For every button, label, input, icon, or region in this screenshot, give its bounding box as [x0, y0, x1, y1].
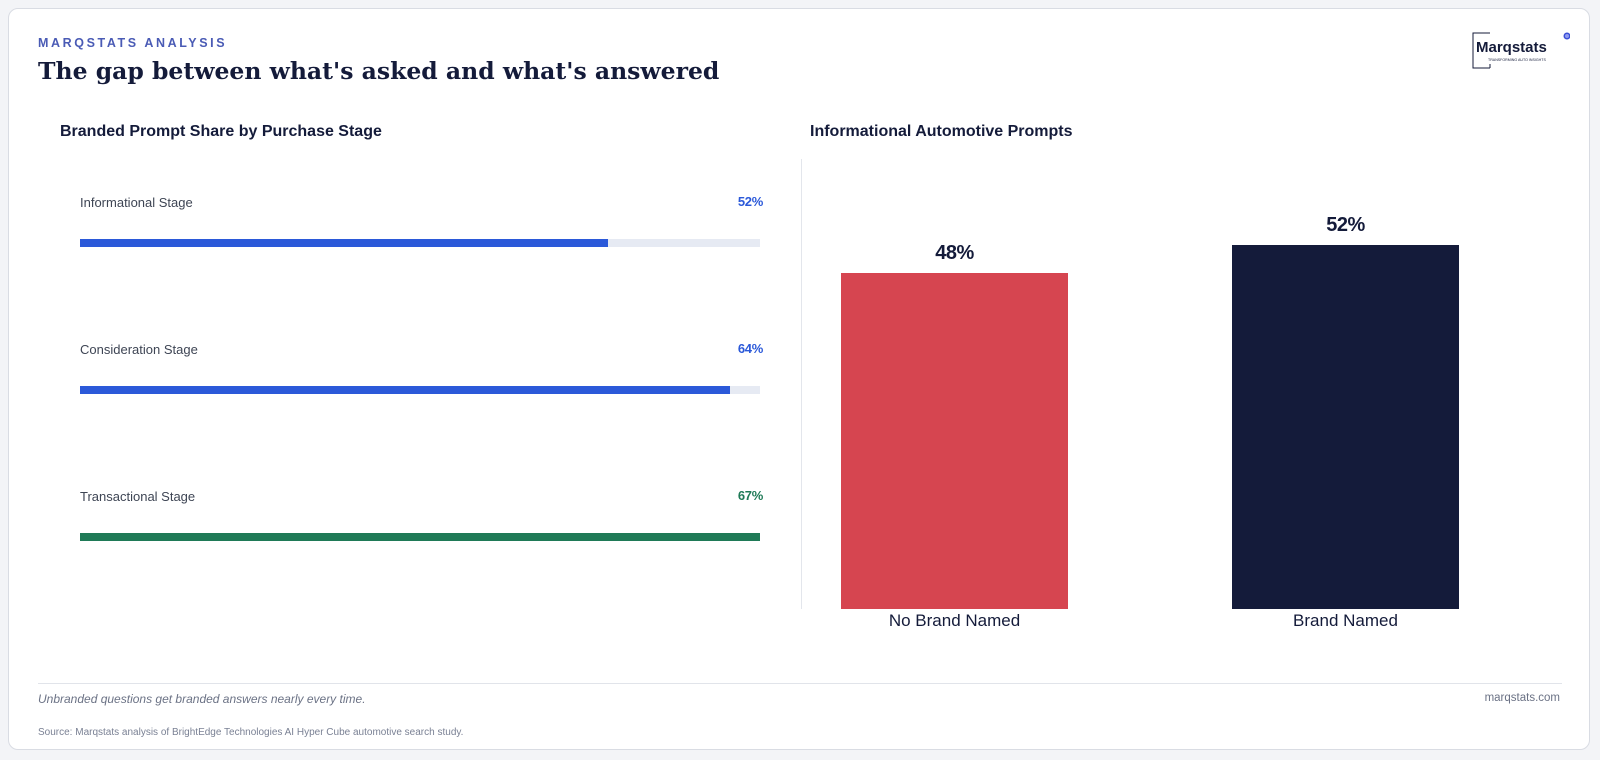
stage-label: Transactional Stage	[80, 489, 196, 504]
source-note: Source: Marqstats analysis of BrightEdge…	[38, 727, 464, 738]
prompt-bar	[1232, 245, 1459, 609]
stage-chart-title: Branded Prompt Share by Purchase Stage	[60, 123, 382, 140]
footer-divider	[38, 683, 1562, 684]
stage-bar-track	[80, 239, 760, 247]
takeaway-note: Unbranded questions get branded answers …	[38, 692, 366, 706]
prompt-bar-value: 52%	[1326, 214, 1365, 236]
stage-bar	[80, 386, 730, 394]
stage-bar	[80, 533, 760, 541]
logo-wordmark: Marqstats	[1476, 39, 1547, 56]
prompt-category-label: No Brand Named	[889, 611, 1020, 630]
stage-label: Consideration Stage	[80, 342, 198, 357]
stage-value-label: 67%	[737, 488, 763, 503]
prompts-column-chart: 48% No Brand Named 52% Brand Named	[841, 214, 1459, 630]
stage-value-label: 52%	[737, 194, 763, 209]
marqstats-logo: Marqstats TRANSFORMING AUTO INSIGHTS	[1472, 32, 1570, 69]
logo-tagline: TRANSFORMING AUTO INSIGHTS	[1488, 58, 1546, 62]
site-link[interactable]: marqstats.com	[1484, 692, 1560, 704]
prompt-bar	[841, 273, 1068, 609]
page-title: The gap between what's asked and what's …	[38, 57, 720, 85]
stage-bar-track	[80, 386, 760, 394]
stage-bar-track	[80, 533, 760, 541]
stage-value-label: 64%	[737, 341, 763, 356]
stage-label: Informational Stage	[80, 195, 193, 210]
panel-divider	[801, 159, 802, 609]
stage-bar	[80, 239, 608, 247]
infographic-card: MARQSTATS ANALYSIS The gap between what'…	[8, 8, 1590, 750]
prompt-bar-value: 48%	[935, 242, 974, 264]
prompts-chart-title: Informational Automotive Prompts	[810, 123, 1073, 140]
eyebrow-label: MARQSTATS ANALYSIS	[38, 36, 228, 50]
prompt-category-label: Brand Named	[1293, 611, 1398, 630]
